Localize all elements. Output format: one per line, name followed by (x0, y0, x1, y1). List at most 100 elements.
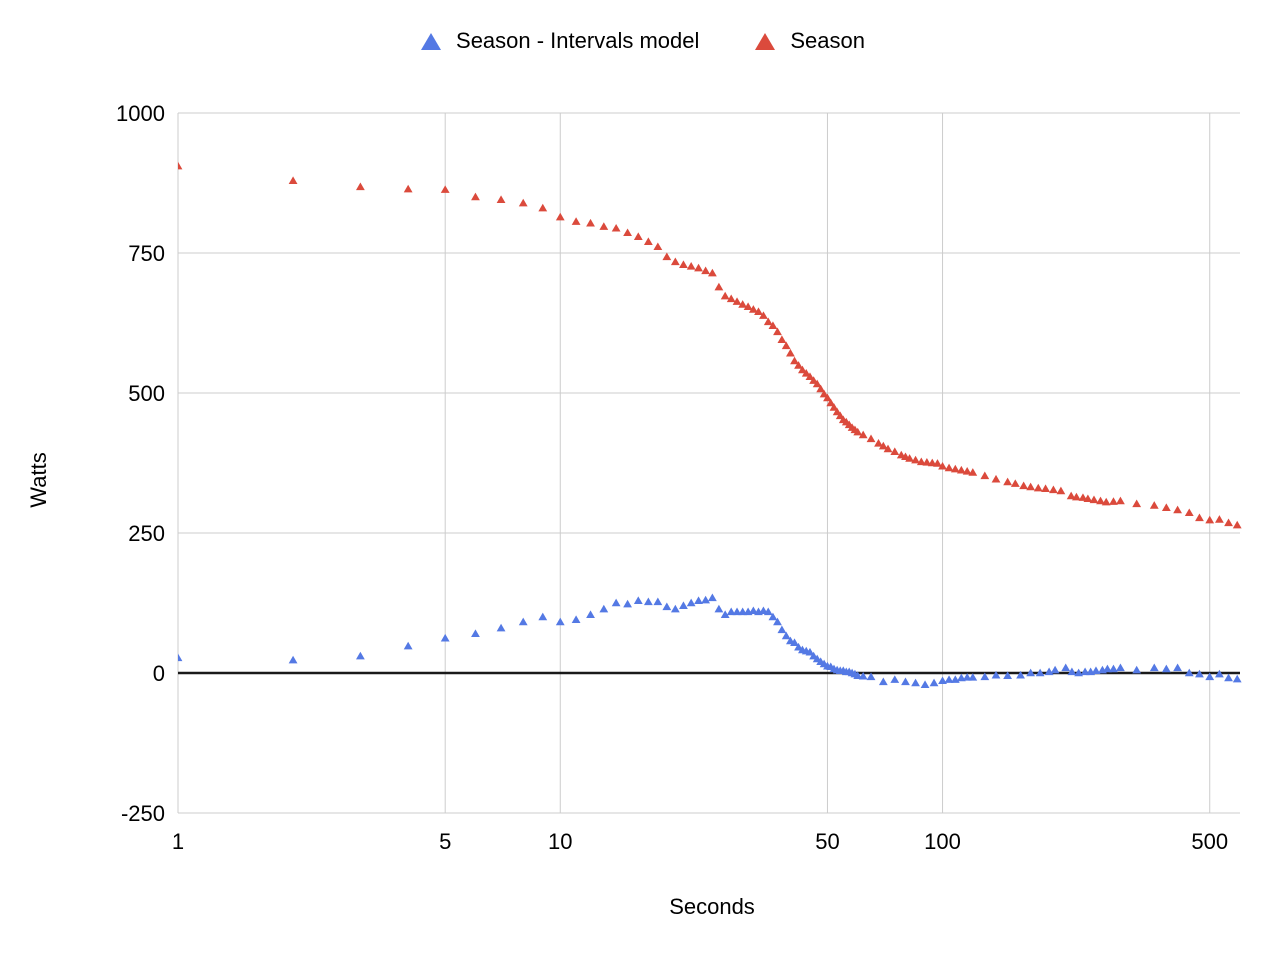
data-point (440, 633, 450, 642)
data-point (1195, 669, 1204, 678)
series-1 (178, 161, 1242, 529)
data-point (1072, 492, 1081, 501)
data-point (1056, 486, 1066, 495)
data-point (355, 182, 365, 191)
data-point (643, 597, 653, 606)
data-point (714, 282, 724, 291)
data-point (1224, 518, 1233, 527)
data-point (801, 369, 811, 377)
data-point (1026, 668, 1036, 677)
data-point (786, 348, 795, 357)
data-point (623, 599, 632, 608)
y-tick-label: -250 (121, 801, 165, 826)
data-point (905, 454, 914, 462)
data-point (956, 465, 966, 474)
data-point (890, 675, 900, 683)
data-point (599, 604, 609, 613)
data-point (858, 430, 868, 439)
data-point (611, 598, 621, 607)
data-point (991, 474, 1001, 483)
data-point (1132, 499, 1142, 508)
data-point (1061, 663, 1071, 672)
data-point (403, 184, 413, 193)
data-point (933, 459, 942, 467)
data-point (670, 604, 680, 613)
data-point (1109, 497, 1118, 505)
data-point (571, 615, 581, 623)
data-point (355, 651, 365, 660)
data-point (1019, 481, 1029, 490)
data-point (1215, 515, 1224, 523)
y-tick-label: 1000 (116, 101, 165, 126)
data-point (1096, 496, 1105, 505)
data-point (809, 376, 819, 384)
data-point (1091, 666, 1101, 674)
data-point (1010, 479, 1020, 487)
data-point (748, 606, 758, 615)
data-point (670, 257, 680, 266)
data-point (1161, 664, 1171, 673)
data-point (288, 176, 298, 184)
data-point (759, 311, 768, 319)
data-point (1049, 485, 1058, 494)
data-point (1033, 483, 1043, 492)
data-point (991, 670, 1001, 679)
y-tick-label: 250 (128, 521, 165, 546)
y-axis-title: Watts (26, 452, 51, 508)
data-point (819, 389, 829, 398)
data-point (922, 458, 932, 466)
data-point (1205, 672, 1215, 681)
data-point (1161, 503, 1171, 511)
triangle-marker-icon (755, 32, 776, 50)
data-point (440, 185, 450, 193)
data-point (920, 680, 930, 688)
data-point (798, 365, 807, 374)
data-point (1232, 520, 1242, 529)
data-point (1224, 673, 1233, 682)
data-point (773, 327, 782, 336)
data-point (555, 212, 565, 221)
data-point (1184, 668, 1194, 677)
data-point (1026, 482, 1036, 491)
data-point (623, 228, 632, 237)
data-point (878, 441, 888, 450)
data-point (794, 642, 803, 651)
data-point (178, 161, 183, 170)
x-tick-label: 50 (815, 829, 839, 854)
data-point (826, 398, 836, 407)
data-point (823, 393, 832, 402)
y-tick-label: 750 (128, 241, 165, 266)
data-point (980, 672, 990, 681)
data-point (686, 262, 696, 270)
data-point (805, 647, 815, 656)
data-point (714, 604, 724, 613)
data-point (518, 617, 528, 626)
data-point (878, 677, 888, 686)
data-point (763, 607, 773, 616)
x-tick-label: 5 (439, 829, 451, 854)
data-point (1101, 497, 1111, 506)
data-point (1067, 667, 1077, 676)
data-point (586, 610, 595, 618)
triangle-marker-icon (421, 32, 442, 50)
data-point (929, 678, 939, 687)
x-tick-label: 100 (924, 829, 961, 854)
data-point (962, 467, 972, 475)
legend-label: Season (790, 28, 865, 53)
data-point (790, 638, 799, 646)
data-point (1080, 667, 1090, 676)
data-point (944, 675, 954, 683)
data-point (858, 671, 868, 680)
data-point (1205, 515, 1215, 524)
x-tick-label: 500 (1191, 829, 1228, 854)
data-point (720, 291, 730, 300)
data-point (866, 672, 876, 681)
data-point (662, 252, 672, 261)
data-point (1041, 484, 1050, 492)
data-point (1116, 663, 1125, 672)
data-point (599, 222, 609, 230)
data-point (679, 601, 688, 609)
data-point (1103, 664, 1112, 673)
data-point (781, 631, 791, 640)
